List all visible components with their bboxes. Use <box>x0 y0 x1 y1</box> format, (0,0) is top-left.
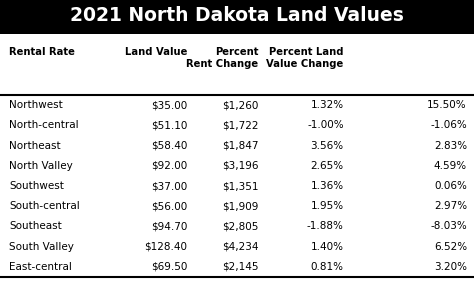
Text: $51.10: $51.10 <box>151 120 187 130</box>
Text: 2.65%: 2.65% <box>310 161 344 171</box>
Text: $94.70: $94.70 <box>151 222 187 231</box>
Text: Rental Rate: Rental Rate <box>9 47 75 57</box>
Text: 0.06%: 0.06% <box>434 181 467 191</box>
Text: South-central: South-central <box>9 201 80 211</box>
Text: $4,234: $4,234 <box>222 242 258 252</box>
Text: North-central: North-central <box>9 120 79 130</box>
Text: -1.06%: -1.06% <box>430 120 467 130</box>
Text: $37.00: $37.00 <box>151 181 187 191</box>
Text: North Valley: North Valley <box>9 161 73 171</box>
Text: $35.00: $35.00 <box>151 100 187 110</box>
Text: $1,722: $1,722 <box>222 120 258 130</box>
Text: $92.00: $92.00 <box>151 161 187 171</box>
Text: 15.50%: 15.50% <box>427 100 467 110</box>
Text: Land Value: Land Value <box>125 47 187 57</box>
Text: $1,909: $1,909 <box>222 201 258 211</box>
Text: Southeast: Southeast <box>9 222 62 231</box>
Text: South Valley: South Valley <box>9 242 74 252</box>
Bar <box>0 0 474 34</box>
Text: Northeast: Northeast <box>9 141 61 151</box>
Text: -1.00%: -1.00% <box>307 120 344 130</box>
Text: Northwest: Northwest <box>9 100 63 110</box>
Text: -8.03%: -8.03% <box>430 222 467 231</box>
Text: $56.00: $56.00 <box>151 201 187 211</box>
Text: East-central: East-central <box>9 262 73 272</box>
Text: $69.50: $69.50 <box>151 262 187 272</box>
Text: $58.40: $58.40 <box>151 141 187 151</box>
Text: $3,196: $3,196 <box>222 161 258 171</box>
Text: Percent
Rent Change: Percent Rent Change <box>186 47 258 69</box>
Text: Southwest: Southwest <box>9 181 64 191</box>
Text: Percent Land
Value Change: Percent Land Value Change <box>266 47 344 69</box>
Text: 3.20%: 3.20% <box>434 262 467 272</box>
Text: 1.36%: 1.36% <box>310 181 344 191</box>
Text: $2,145: $2,145 <box>222 262 258 272</box>
Text: -1.88%: -1.88% <box>307 222 344 231</box>
Text: 3.56%: 3.56% <box>310 141 344 151</box>
Text: 2.83%: 2.83% <box>434 141 467 151</box>
Text: $2,805: $2,805 <box>222 222 258 231</box>
Text: $1,351: $1,351 <box>222 181 258 191</box>
Text: 4.59%: 4.59% <box>434 161 467 171</box>
Text: 6.52%: 6.52% <box>434 242 467 252</box>
Text: 1.95%: 1.95% <box>310 201 344 211</box>
Text: $128.40: $128.40 <box>144 242 187 252</box>
Text: 2.97%: 2.97% <box>434 201 467 211</box>
Text: 2021 North Dakota Land Values: 2021 North Dakota Land Values <box>70 6 404 25</box>
Text: 1.32%: 1.32% <box>310 100 344 110</box>
Text: $1,260: $1,260 <box>222 100 258 110</box>
Text: 1.40%: 1.40% <box>310 242 344 252</box>
Text: 0.81%: 0.81% <box>310 262 344 272</box>
Text: $1,847: $1,847 <box>222 141 258 151</box>
